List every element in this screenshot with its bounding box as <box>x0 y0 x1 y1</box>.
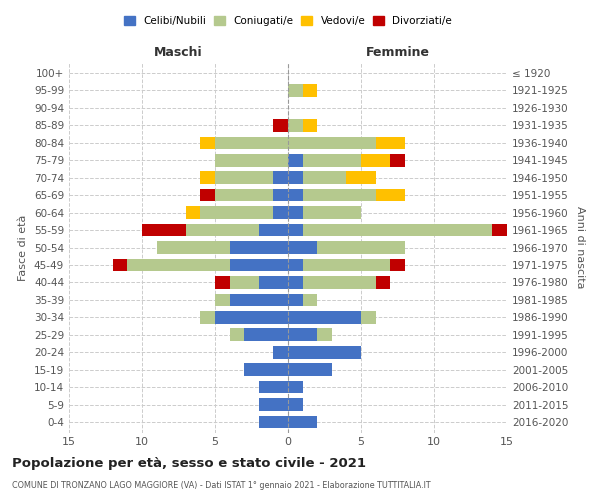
Bar <box>200 136 215 149</box>
Bar <box>288 224 302 236</box>
Bar <box>200 311 215 324</box>
Bar <box>288 206 302 219</box>
Bar <box>288 189 302 202</box>
Bar <box>302 154 361 166</box>
Bar <box>142 224 186 236</box>
Bar <box>376 189 405 202</box>
Bar <box>302 84 317 96</box>
Text: Femmine: Femmine <box>365 46 430 59</box>
Bar <box>288 416 317 428</box>
Bar <box>493 224 507 236</box>
Bar <box>186 206 200 219</box>
Bar <box>346 172 376 184</box>
Bar <box>288 346 361 358</box>
Bar <box>288 328 317 341</box>
Bar <box>127 258 230 271</box>
Bar <box>288 172 302 184</box>
Bar <box>288 84 302 96</box>
Bar <box>302 172 346 184</box>
Bar <box>215 189 274 202</box>
Bar <box>288 136 376 149</box>
Bar <box>244 328 288 341</box>
Bar <box>215 311 288 324</box>
Bar <box>274 189 288 202</box>
Bar <box>288 119 302 132</box>
Bar <box>215 154 288 166</box>
Bar <box>200 206 274 219</box>
Bar <box>288 364 332 376</box>
Bar <box>390 154 405 166</box>
Bar <box>259 398 288 411</box>
Text: COMUNE DI TRONZANO LAGO MAGGIORE (VA) - Dati ISTAT 1° gennaio 2021 - Elaborazion: COMUNE DI TRONZANO LAGO MAGGIORE (VA) - … <box>12 481 431 490</box>
Bar <box>259 381 288 394</box>
Text: Maschi: Maschi <box>154 46 203 59</box>
Bar <box>376 136 405 149</box>
Text: Popolazione per età, sesso e stato civile - 2021: Popolazione per età, sesso e stato civil… <box>12 458 366 470</box>
Bar <box>288 154 302 166</box>
Bar <box>259 224 288 236</box>
Bar <box>302 258 390 271</box>
Bar <box>302 206 361 219</box>
Bar <box>390 258 405 271</box>
Bar <box>259 416 288 428</box>
Y-axis label: Fasce di età: Fasce di età <box>19 214 28 280</box>
Bar <box>317 328 332 341</box>
Bar <box>230 294 288 306</box>
Legend: Celibi/Nubili, Coniugati/e, Vedovi/e, Divorziati/e: Celibi/Nubili, Coniugati/e, Vedovi/e, Di… <box>119 12 457 30</box>
Bar <box>302 294 317 306</box>
Bar <box>230 258 288 271</box>
Bar <box>186 224 259 236</box>
Bar <box>274 119 288 132</box>
Bar <box>317 241 405 254</box>
Bar <box>288 311 361 324</box>
Bar <box>244 364 288 376</box>
Bar <box>274 346 288 358</box>
Bar <box>288 241 317 254</box>
Bar <box>230 328 244 341</box>
Bar <box>288 294 302 306</box>
Bar <box>215 136 288 149</box>
Bar <box>200 189 215 202</box>
Bar <box>274 172 288 184</box>
Bar <box>288 276 302 288</box>
Y-axis label: Anni di nascita: Anni di nascita <box>575 206 585 289</box>
Bar <box>376 276 390 288</box>
Bar <box>230 276 259 288</box>
Bar <box>302 189 376 202</box>
Bar <box>288 398 302 411</box>
Bar <box>288 381 302 394</box>
Bar <box>215 276 230 288</box>
Bar <box>361 154 390 166</box>
Bar <box>215 172 274 184</box>
Bar <box>274 206 288 219</box>
Bar <box>200 172 215 184</box>
Bar <box>230 241 288 254</box>
Bar <box>215 294 230 306</box>
Bar <box>361 311 376 324</box>
Bar <box>157 241 230 254</box>
Bar <box>288 258 302 271</box>
Bar <box>302 119 317 132</box>
Bar <box>259 276 288 288</box>
Bar <box>302 224 493 236</box>
Bar <box>302 276 376 288</box>
Bar <box>113 258 127 271</box>
